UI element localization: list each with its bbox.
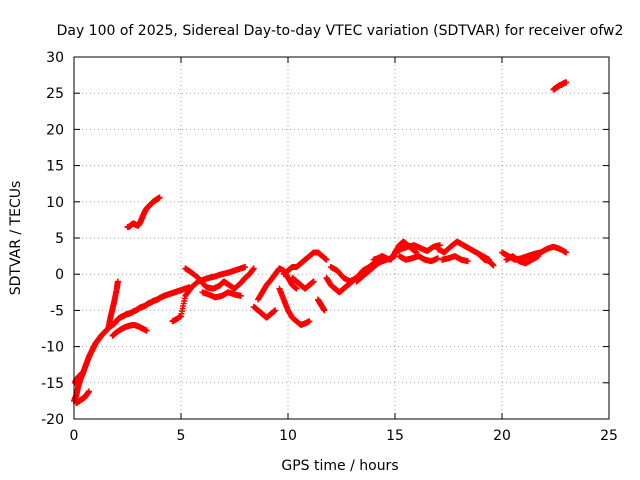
x-tick-label: 0 [70, 428, 79, 444]
y-tick-label: -10 [41, 340, 64, 356]
data-point [237, 292, 244, 299]
data-point [321, 307, 328, 314]
x-tick-label: 10 [279, 428, 297, 444]
y-tick-label: 25 [46, 86, 64, 102]
y-tick-label: 30 [46, 50, 64, 66]
grid-lines [74, 57, 609, 419]
chart-title: Day 100 of 2025, Sidereal Day-to-day VTE… [57, 23, 624, 39]
series-arc-5to8-wave [182, 265, 257, 292]
data-point [114, 278, 121, 285]
y-tick-label: 10 [46, 195, 64, 211]
y-axis-label: SDTVAR / TECUs [8, 181, 24, 296]
x-tick-label: 25 [600, 428, 618, 444]
data-point [563, 79, 570, 86]
series-arc-high-right [550, 79, 570, 93]
data-point [250, 265, 257, 272]
data-point [323, 256, 330, 263]
x-tick-label: 5 [177, 428, 186, 444]
series-arc-10to12 [280, 249, 330, 278]
data-point [563, 249, 570, 256]
series-arc-10to11-mid [289, 274, 317, 292]
y-tick-label: -5 [50, 303, 64, 319]
data-point [156, 194, 163, 201]
data-point [535, 253, 542, 260]
series-arc-15to17-lower [396, 253, 441, 265]
data-point [434, 255, 441, 262]
data-point [293, 285, 300, 292]
series-arc-20to22-lower [503, 253, 542, 267]
series-arc-8to10 [255, 265, 300, 303]
y-tick-label: -20 [41, 412, 64, 428]
series-arc-early-upper [72, 369, 86, 386]
y-tick-label: 20 [46, 122, 64, 138]
series-arc-11-low [314, 296, 328, 314]
series-arc-dip-2to3 [109, 321, 150, 339]
x-axis-label: GPS time / hours [281, 458, 398, 474]
data-point [242, 263, 249, 270]
data-point [85, 388, 92, 395]
data-point [79, 369, 86, 376]
series-arc-19-tail [477, 253, 497, 269]
series-arc-6to8-low [199, 289, 244, 301]
data-point [306, 318, 313, 325]
series-arc-main-rise [71, 284, 193, 404]
data-points [71, 79, 570, 407]
data-point [310, 278, 317, 285]
series-arc-spike [105, 278, 121, 332]
data-point [272, 307, 279, 314]
series-arc-early-lower [73, 388, 92, 407]
x-tick-label: 15 [386, 428, 404, 444]
data-point [464, 258, 471, 265]
series-arc-9to10-dip [276, 285, 313, 328]
series-arc-high-left [124, 194, 163, 231]
series-arc-8to9-low [250, 303, 279, 321]
y-tick-label: 0 [55, 267, 64, 283]
y-tick-label: 5 [55, 231, 64, 247]
axis-ticks: 0 5 10 15 20 25 -20 -15 -10 -5 0 5 10 15 20 25 30 [41, 50, 618, 444]
plot-frame [73, 56, 610, 420]
y-tick-label: -15 [41, 376, 64, 392]
series-arc-15to17 [392, 242, 443, 256]
x-tick-label: 20 [493, 428, 511, 444]
series-arc-17to19 [434, 238, 493, 263]
series-arc-17to19-lower [439, 253, 471, 265]
y-tick-label: 15 [46, 159, 64, 175]
data-point [490, 262, 497, 269]
data-point [143, 327, 150, 334]
